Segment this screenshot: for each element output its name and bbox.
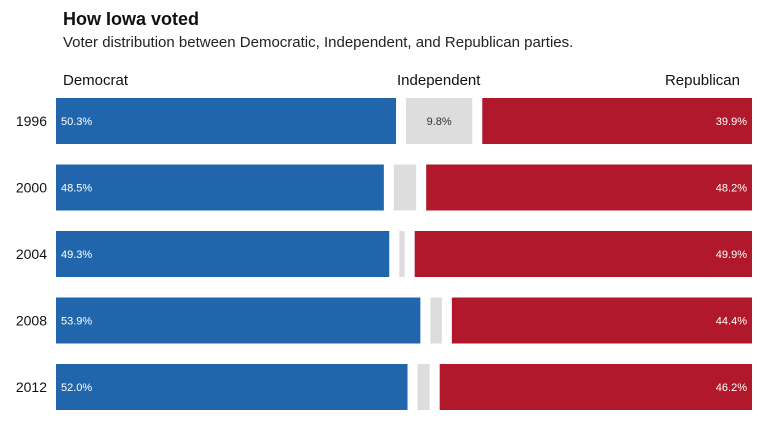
year-label: 1996 (16, 113, 47, 129)
year-label: 2004 (16, 246, 47, 262)
democrat-bar (56, 164, 384, 211)
republican-bar (439, 364, 752, 410)
chart-title: How Iowa voted (63, 9, 200, 29)
republican-value-label: 48.2% (716, 183, 747, 195)
year-label: 2000 (16, 180, 47, 196)
independent-bar (417, 364, 430, 410)
republican-bar (426, 164, 752, 211)
independent-value-label: 9.8% (427, 116, 452, 128)
democrat-bar (56, 98, 397, 144)
democrat-value-label: 52.0% (61, 382, 92, 394)
republican-bar (451, 297, 752, 344)
legend-independent: Independent (397, 72, 481, 89)
republican-value-label: 46.2% (716, 382, 747, 394)
independent-bar (430, 297, 442, 344)
republican-bar (414, 231, 752, 277)
democrat-bar (56, 364, 408, 410)
chart-subtitle: Voter distribution between Democratic, I… (63, 34, 574, 51)
democrat-value-label: 48.5% (61, 183, 92, 195)
republican-value-label: 39.9% (716, 116, 747, 128)
democrat-value-label: 49.3% (61, 249, 92, 261)
democrat-bar (56, 297, 421, 344)
year-label: 2008 (16, 313, 47, 329)
democrat-value-label: 53.9% (61, 316, 92, 328)
independent-bar (393, 164, 417, 211)
democrat-bar (56, 231, 390, 277)
republican-value-label: 49.9% (716, 249, 747, 261)
republican-bar (482, 98, 752, 144)
legend-democrat: Democrat (63, 72, 129, 89)
year-label: 2012 (16, 379, 47, 395)
independent-bar (399, 231, 405, 277)
legend-republican: Republican (664, 72, 740, 89)
independent-bar (406, 98, 473, 144)
republican-value-label: 44.4% (716, 316, 747, 328)
democrat-value-label: 50.3% (61, 116, 92, 128)
